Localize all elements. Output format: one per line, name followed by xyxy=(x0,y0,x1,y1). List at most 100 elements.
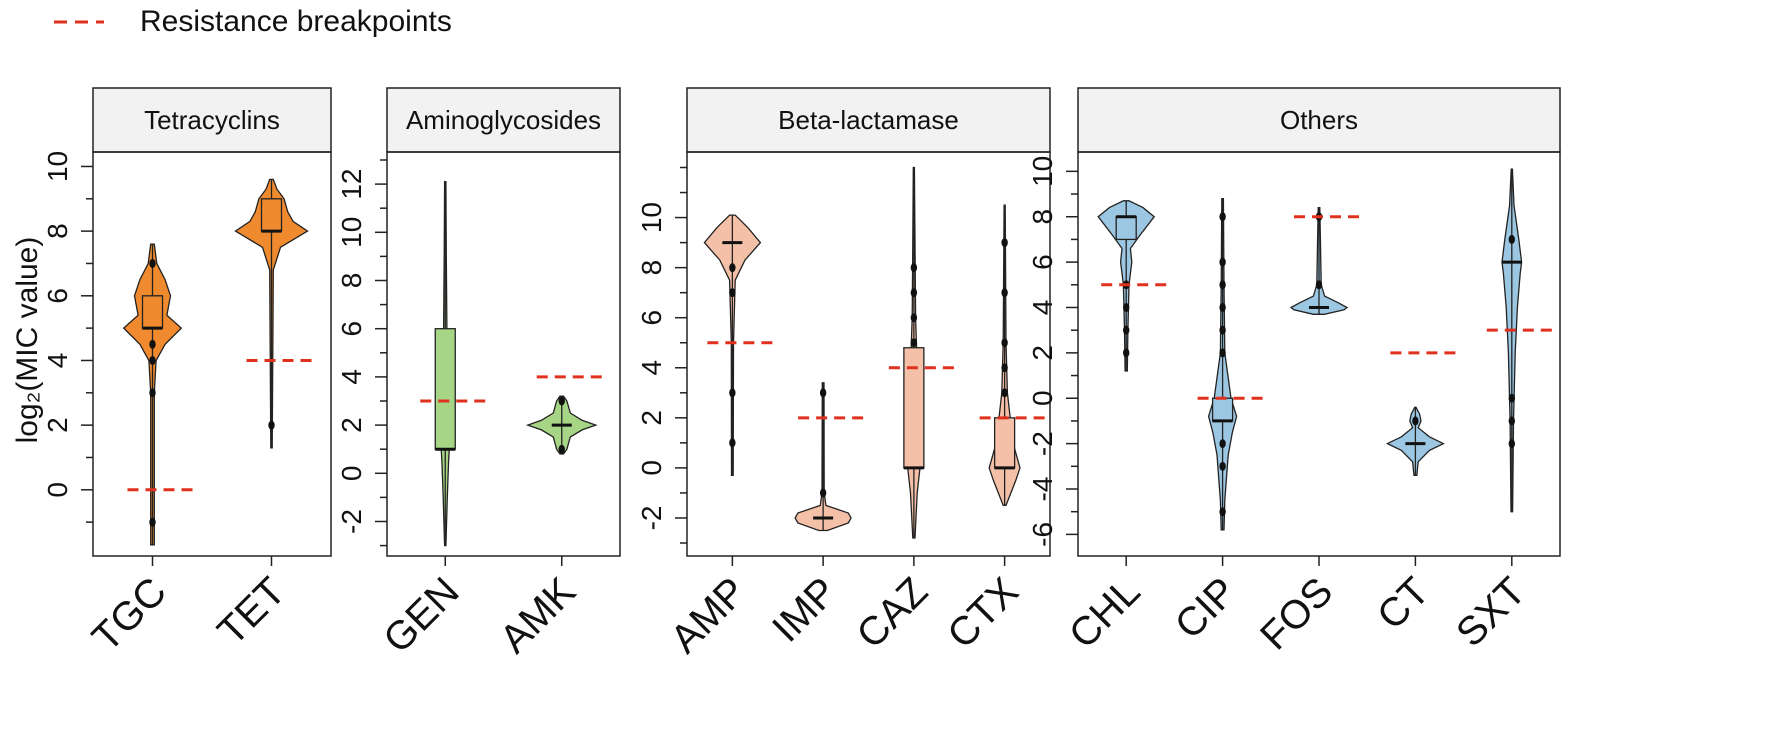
iqr-box xyxy=(434,328,456,450)
outlier-point xyxy=(1123,302,1130,312)
outlier-point xyxy=(1508,416,1516,426)
category-label: GEN xyxy=(375,569,467,661)
category-label: IMP xyxy=(764,569,845,650)
violin-gen: GEN xyxy=(375,181,486,662)
category-label: TGC xyxy=(84,569,175,660)
violin-imp: IMP xyxy=(764,382,864,651)
violin-cip: CIP xyxy=(1167,197,1263,648)
y-tick-label: 4 xyxy=(42,353,73,369)
category-label: CIP xyxy=(1167,569,1245,647)
y-tick-label: 10 xyxy=(636,202,667,233)
category-label: CTX xyxy=(939,569,1027,657)
outlier-point xyxy=(1219,439,1226,449)
y-tick-label: 2 xyxy=(336,417,367,433)
iqr-box xyxy=(1211,397,1234,422)
outlier-point xyxy=(729,263,736,273)
y-tick-label: -2 xyxy=(336,509,367,534)
outlier-point xyxy=(1001,388,1008,398)
outlier-point xyxy=(1219,280,1226,290)
outlier-point xyxy=(729,438,736,448)
outlier-point xyxy=(1123,348,1130,358)
outlier-point xyxy=(1001,288,1008,298)
y-tick-label: -2 xyxy=(1027,431,1058,456)
violin-caz: CAZ xyxy=(849,166,954,657)
violin-amp: AMP xyxy=(662,214,773,662)
facet-header xyxy=(686,87,1051,153)
outlier-point xyxy=(1508,439,1516,449)
outlier-point xyxy=(1001,238,1008,248)
y-tick-label: 10 xyxy=(42,151,73,182)
violin-amk: AMK xyxy=(492,375,602,662)
y-tick-label: 4 xyxy=(636,360,667,376)
category-label: SXT xyxy=(1448,569,1534,655)
facet-header xyxy=(92,87,332,153)
outlier-point xyxy=(819,388,827,398)
violin-ct: CT xyxy=(1369,351,1456,638)
category-label: CAZ xyxy=(849,569,937,657)
outlier-point xyxy=(729,388,736,398)
y-tick-label: 12 xyxy=(336,169,367,200)
y-tick-label: 2 xyxy=(42,417,73,433)
outlier-point xyxy=(1412,416,1419,426)
outlier-point xyxy=(149,339,156,349)
outlier-point xyxy=(819,488,827,498)
outlier-point xyxy=(268,420,275,430)
violin-sxt: SXT xyxy=(1448,168,1552,655)
y-tick-label: 0 xyxy=(336,466,367,482)
facet-title: Others xyxy=(1280,105,1358,135)
y-tick-label: 0 xyxy=(42,482,73,498)
facet-title: Tetracyclins xyxy=(144,105,280,135)
category-label: CHL xyxy=(1061,569,1149,657)
y-tick-label: 10 xyxy=(336,217,367,248)
y-tick-label: 8 xyxy=(636,260,667,276)
outlier-point xyxy=(1219,348,1226,358)
iqr-box xyxy=(1115,216,1137,241)
panel-frame xyxy=(386,151,621,557)
outlier-point xyxy=(558,396,565,406)
iqr-box xyxy=(260,198,283,232)
iqr-box xyxy=(141,295,164,329)
legend: Resistance breakpoints xyxy=(54,5,452,38)
outlier-point xyxy=(149,388,156,398)
facet-header xyxy=(386,87,621,153)
outlier-point xyxy=(1315,280,1323,290)
y-tick-label: 6 xyxy=(336,321,367,337)
panel-tetracyclins: Tetracyclins 0 2 4 6 8 10 TGC TET xyxy=(42,87,332,660)
category-label: CT xyxy=(1369,569,1438,638)
outlier-point xyxy=(910,263,918,273)
panel-frame xyxy=(92,151,332,557)
facet-panels: Tetracyclins 0 2 4 6 8 10 TGC TET Aminoglycosides… xyxy=(42,87,1561,662)
y-tick-label: 8 xyxy=(42,223,73,239)
outlier-point xyxy=(149,355,156,365)
facet-header xyxy=(1077,87,1561,153)
outlier-point xyxy=(1219,507,1226,517)
outlier-point xyxy=(1219,325,1226,335)
y-tick-label: -4 xyxy=(1027,477,1058,502)
outlier-point xyxy=(1219,461,1226,471)
y-tick-label: 4 xyxy=(336,369,367,385)
y-tick-label: 2 xyxy=(1027,345,1058,361)
iqr-box xyxy=(903,347,925,469)
outlier-point xyxy=(910,338,918,348)
facet-title: Beta-lactamase xyxy=(778,105,959,135)
outlier-point xyxy=(1123,325,1130,335)
category-label: TET xyxy=(209,569,294,654)
outlier-point xyxy=(1001,363,1008,373)
violin-tet: TET xyxy=(209,178,312,654)
outlier-point xyxy=(1508,234,1516,244)
y-tick-label: -2 xyxy=(636,506,667,531)
category-label: AMP xyxy=(662,569,754,661)
outlier-point xyxy=(910,288,918,298)
outlier-point xyxy=(1219,257,1226,267)
outlier-point xyxy=(149,517,156,527)
y-axis-label: log₂(MIC value) xyxy=(11,237,44,444)
facet-title: Aminoglycosides xyxy=(406,105,601,135)
outlier-point xyxy=(729,288,736,298)
y-tick-label: 8 xyxy=(1027,209,1058,225)
y-tick-label: -6 xyxy=(1027,522,1058,547)
violin-ctx: CTX xyxy=(939,204,1045,657)
outlier-point xyxy=(1219,212,1226,222)
outlier-point xyxy=(558,444,565,454)
panel-others: Others -6 -4 -2 0 2 4 6 8 10 CHL CIP FOS CT SXT xyxy=(1027,87,1561,659)
